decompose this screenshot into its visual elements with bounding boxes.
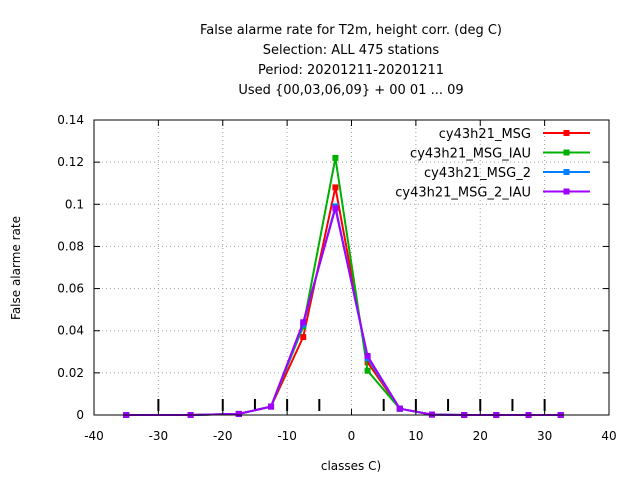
legend-item-1: cy43h21_MSG [439, 127, 590, 142]
legend-label: cy43h21_MSG [439, 127, 531, 142]
legend-marker [563, 149, 570, 156]
x-tick-label: -40 [84, 429, 104, 443]
legend-label: cy43h21_MSG_2 [424, 166, 531, 181]
data-point [235, 410, 242, 417]
x-tick-label: -10 [277, 429, 297, 443]
legend-marker [563, 169, 570, 175]
data-point [332, 154, 339, 161]
y-tick-label: 0 [76, 408, 84, 422]
legend-marker [563, 130, 570, 136]
x-tick-label: 40 [601, 429, 616, 443]
title-line-4: Used {00,03,06,09} + 00 01 ... 09 [238, 83, 463, 98]
x-tick-label: 0 [348, 429, 356, 443]
title-line-1: False alarme rate for T2m, height corr. … [200, 23, 502, 38]
title-line-2: Selection: ALL 475 stations [263, 43, 440, 58]
y-tick-label: 0.02 [57, 366, 84, 380]
legend-item-3: cy43h21_MSG_2 [424, 166, 590, 181]
x-tick-label: 10 [408, 429, 423, 443]
data-point [300, 334, 307, 341]
data-point [364, 353, 371, 359]
data-point [364, 367, 371, 374]
x-tick-label: 30 [537, 429, 552, 443]
data-point [332, 205, 339, 212]
title-line-3: Period: 20201211-20201211 [258, 63, 444, 78]
y-tick-label: 0.08 [57, 239, 84, 253]
axis-ticks: -40 -30 -20 -10 0 10 20 30 40 0 0.02 0.04 0.06 0.08 0.… [57, 113, 616, 443]
y-tick-label: 0.06 [57, 282, 84, 296]
x-tick-label: -20 [213, 429, 233, 443]
y-tick-label: 0.1 [65, 197, 84, 211]
legend: cy43h21_MSG cy43h21_MSG_IAU cy43h21_MSG_2c… [395, 127, 590, 201]
legend-item-4: cy43h21_MSG_2_IAU [395, 186, 590, 201]
data-point [300, 319, 307, 326]
x-tick-label: -30 [149, 429, 169, 443]
legend-label: cy43h21_MSG_2_IAU [395, 186, 531, 201]
data-point [396, 405, 403, 412]
y-tick-label: 0.12 [57, 155, 84, 169]
x-axis-label: classes C) [321, 459, 381, 473]
legend-label: cy43h21_MSG_IAU [410, 147, 531, 162]
x-tick-label: 20 [473, 429, 488, 443]
data-point [332, 184, 339, 191]
chart-title: False alarme rate for T2m, height corr. … [200, 23, 502, 98]
data-point [268, 403, 275, 410]
y-tick-label: 0.04 [57, 324, 84, 338]
data-point [364, 359, 371, 366]
y-axis-label: False alarme rate [9, 216, 23, 320]
y-tick-label: 0.14 [57, 113, 84, 127]
legend-item-2: cy43h21_MSG_IAU [410, 147, 590, 162]
legend-marker [563, 188, 570, 195]
